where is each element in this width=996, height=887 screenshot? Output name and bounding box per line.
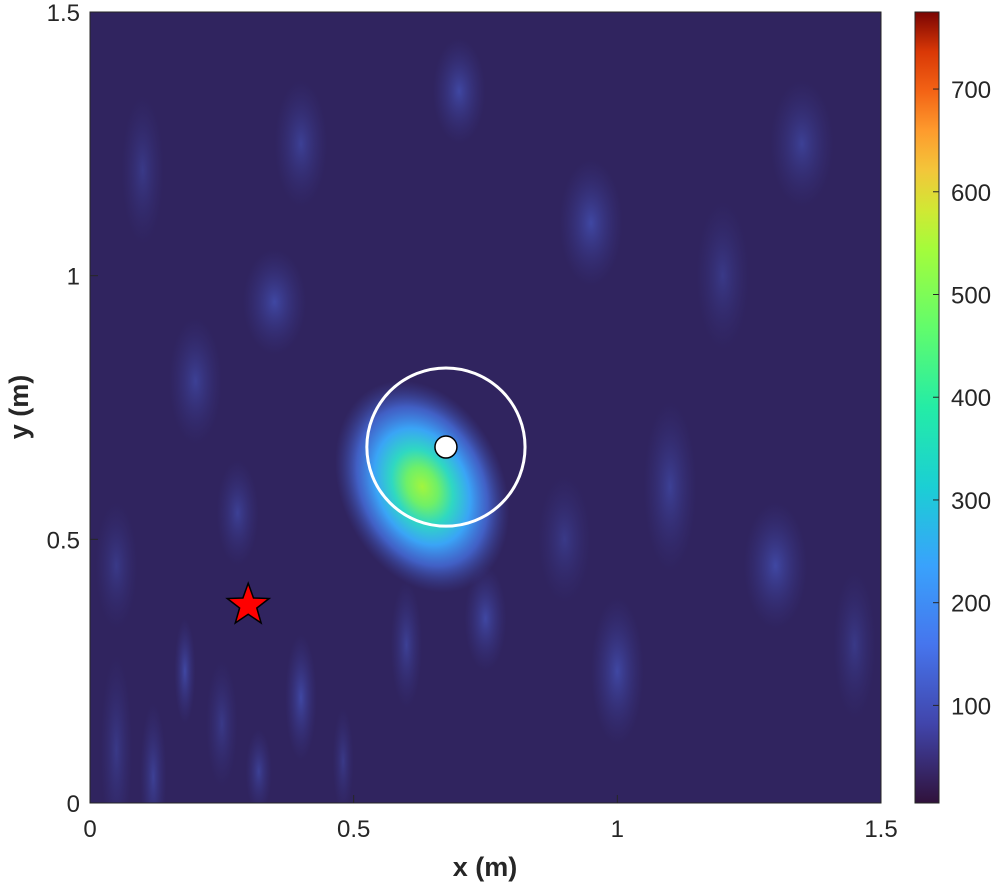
texture-blob [174,618,196,724]
target-ring [365,366,527,528]
y-tick-label: 0 [67,791,80,818]
texture-blob [743,502,808,629]
y-tick-label: 0.5 [47,527,80,554]
texture-blob [169,317,222,445]
texture-blob [121,96,164,245]
y-tick-label: 1.5 [47,0,80,27]
heatmap-texture [95,38,876,803]
markers [225,366,527,625]
estimate-point [434,435,458,459]
colorbar: 100 200 300 400 500 600 700 [914,11,991,804]
texture-blob [390,581,423,709]
y-tick-label: 1 [67,264,80,291]
colorbar-tick-label: 100 [951,693,991,720]
colorbar-tick-label: 700 [951,77,991,104]
colorbar-tick-label: 200 [951,591,991,618]
colorbar-gradient [914,11,940,804]
texture-blob [216,460,259,566]
colorbar-tick-label: 500 [951,283,991,310]
x-tick-label: 0 [83,816,96,843]
texture-blob [643,402,697,571]
texture-blob [245,729,272,803]
texture-blob [100,655,133,803]
x-axis-label: x (m) [453,852,518,882]
heatmap-hotspot [334,380,510,593]
texture-blob [332,708,354,803]
y-axis: 0 0.5 1 1.5 [47,0,98,818]
texture-blob [140,702,167,803]
x-tick-label: 1.5 [864,816,897,843]
x-tick-label: 1 [611,816,624,843]
texture-blob [274,80,328,208]
plot-frame [89,11,882,804]
texture-blob [432,38,486,144]
texture-blob [833,570,876,719]
texture-blob [559,159,623,287]
heatmap-plot-area [89,11,882,804]
texture-blob [206,660,238,788]
x-axis: 0 0.5 1 1.5 [83,795,898,843]
texture-blob [538,476,591,603]
texture-blob [770,80,834,208]
source-star [225,581,272,625]
y-axis-label: y (m) [4,375,34,440]
colorbar-tick-label: 600 [951,180,991,207]
texture-blob [285,634,317,761]
texture-blob [464,565,507,672]
texture-blob [590,597,644,745]
texture-blob [95,502,138,629]
texture-blob [696,201,750,350]
colorbar-tick-label: 300 [951,488,991,515]
x-tick-label: 0.5 [337,816,370,843]
colorbar-tick-label: 400 [951,385,991,412]
colorbar-ticks: 100 200 300 400 500 600 700 [933,77,991,720]
texture-blob [242,249,307,355]
